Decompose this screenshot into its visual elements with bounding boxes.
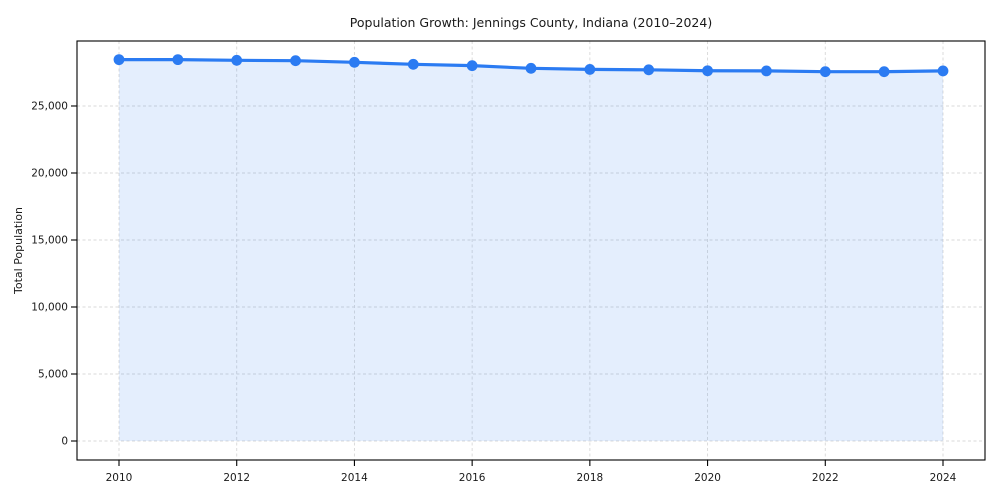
- x-tick-label: 2016: [459, 472, 486, 484]
- x-tick-label: 2018: [576, 472, 603, 484]
- data-point: [466, 60, 478, 72]
- data-point: [172, 54, 184, 66]
- data-point: [819, 66, 831, 78]
- y-tick-label: 20,000: [31, 168, 68, 180]
- x-tick-label: 2012: [223, 472, 250, 484]
- gridlines: [77, 41, 985, 460]
- data-point: [349, 56, 360, 68]
- y-axis: 0 5,000 10,000 15,000 20,000 25,000: [31, 101, 77, 448]
- data-point: [937, 65, 949, 77]
- y-tick-label: 10,000: [31, 302, 68, 314]
- data-points: [113, 54, 949, 78]
- data-point: [584, 64, 596, 75]
- x-tick-label: 2014: [341, 472, 368, 484]
- data-point: [702, 65, 713, 77]
- plot-border: [76, 40, 986, 461]
- y-tick-label: 25,000: [31, 101, 68, 113]
- chart-title: Population Growth: Jennings County, Indi…: [349, 15, 713, 30]
- data-point: [231, 54, 243, 66]
- data-point: [525, 62, 537, 74]
- data-point: [761, 65, 772, 77]
- data-point: [407, 58, 419, 70]
- data-point: [878, 66, 890, 78]
- x-tick-label: 2024: [930, 472, 957, 484]
- x-tick-label: 2010: [106, 472, 133, 484]
- data-point: [113, 54, 125, 66]
- x-tick-label: 2022: [812, 472, 839, 484]
- y-tick-label: 5,000: [38, 369, 68, 381]
- data-point: [643, 64, 655, 76]
- x-tick-label: 2020: [694, 472, 721, 484]
- x-axis: 2010 2012 2014 2016 2018 2020 2022 2024: [106, 460, 957, 484]
- y-tick-label: 15,000: [31, 235, 68, 247]
- area-fill: [119, 59, 943, 441]
- y-tick-label: 0: [61, 436, 68, 448]
- data-point: [290, 55, 301, 67]
